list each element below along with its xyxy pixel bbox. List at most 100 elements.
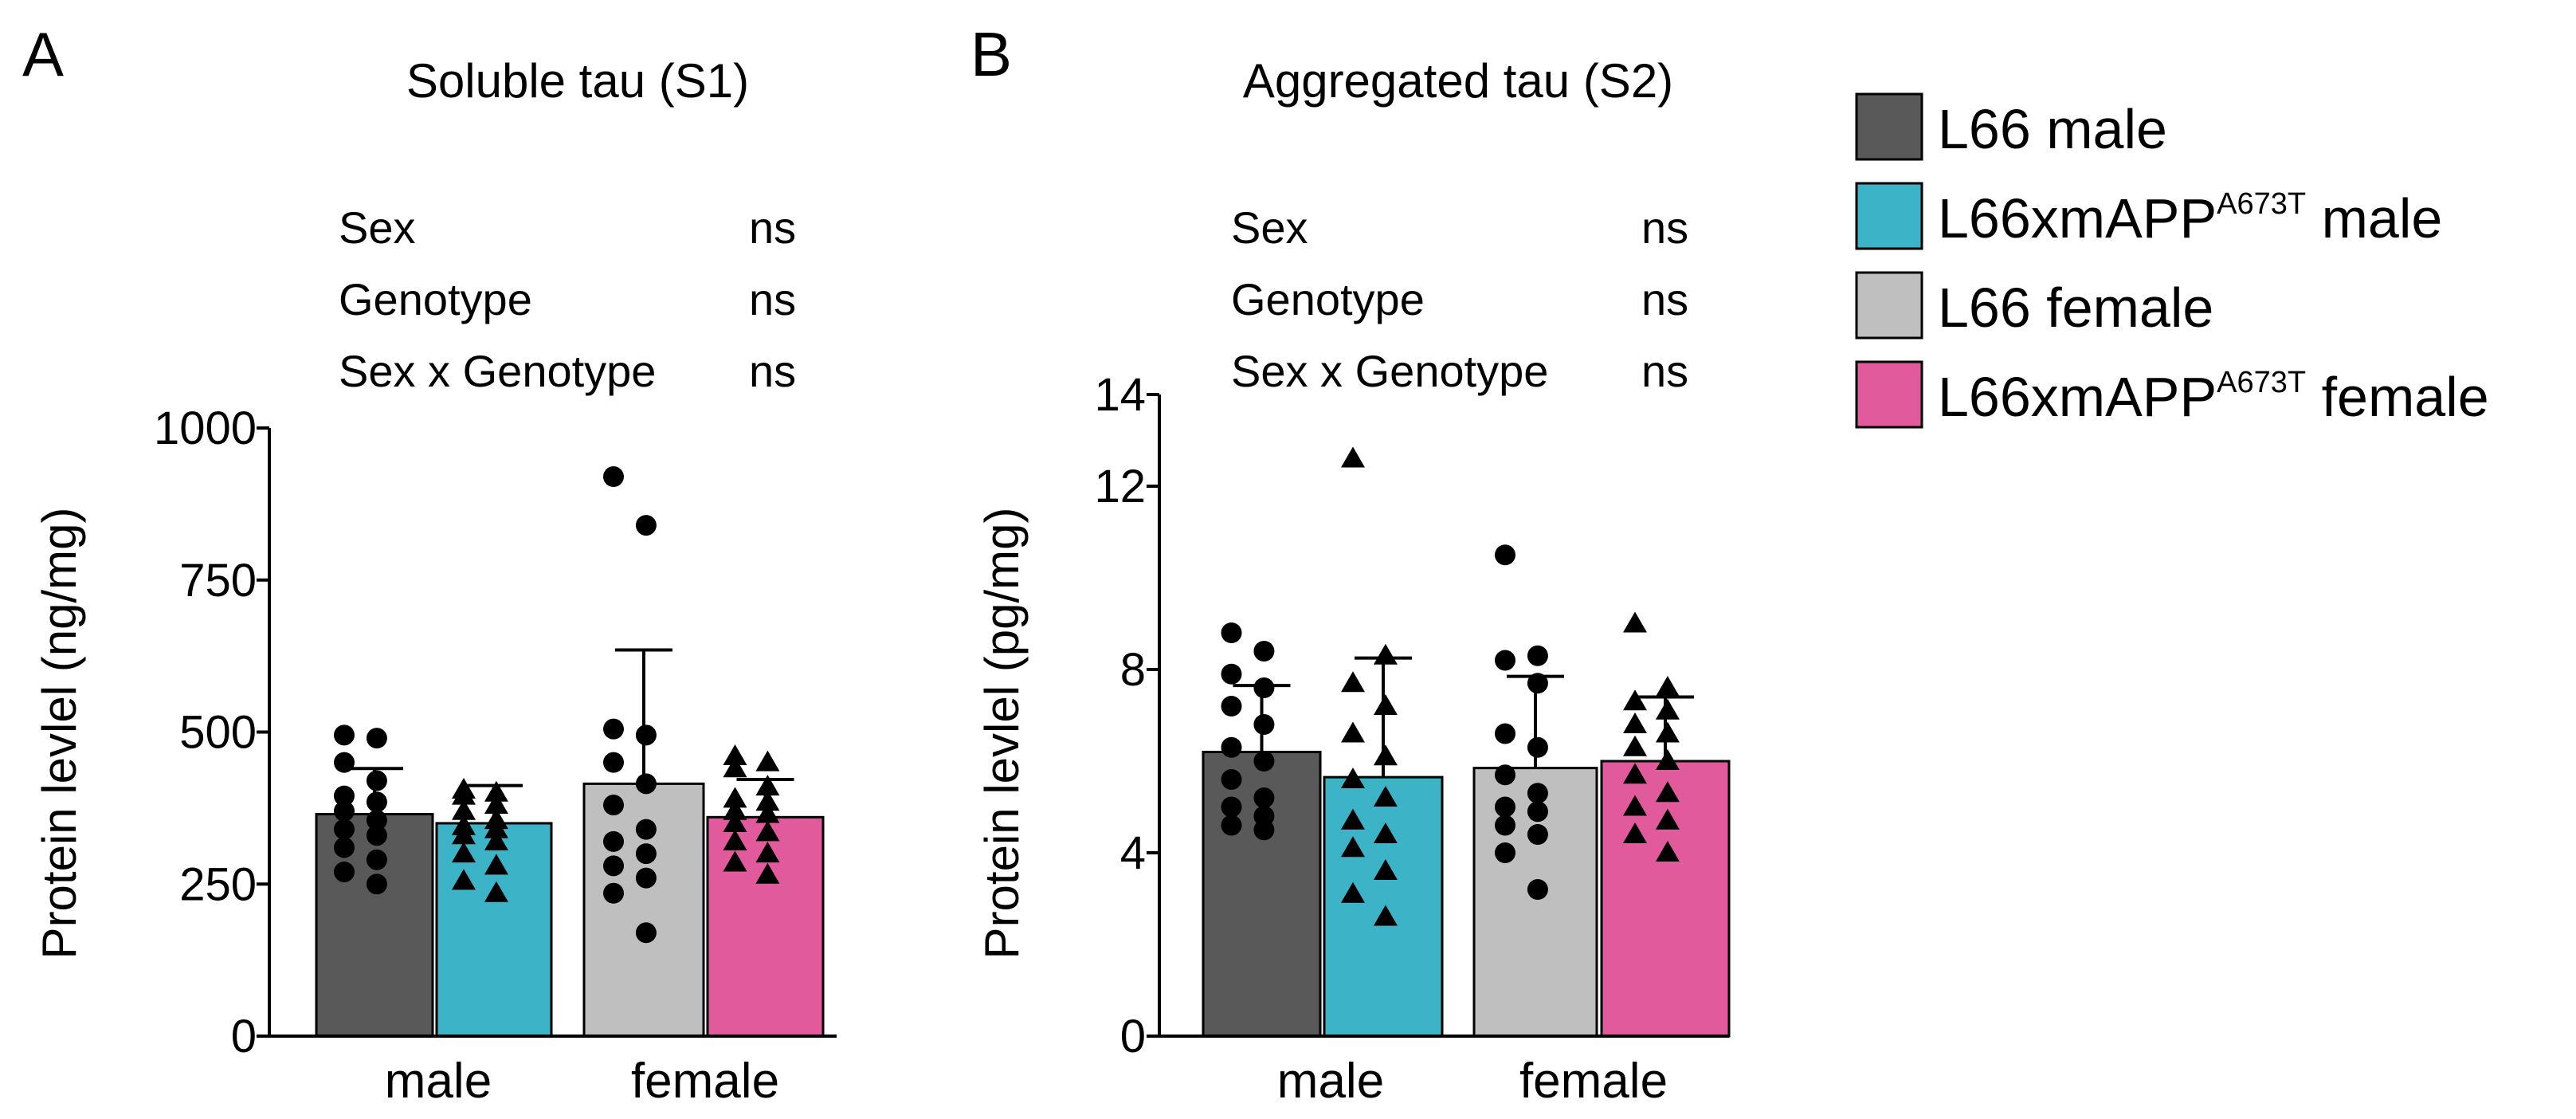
- data-point: [366, 791, 387, 813]
- legend: L66 male L66xmAPPA673T male L66 female L…: [1855, 92, 2489, 429]
- data-point: [1495, 650, 1515, 671]
- data-point: [484, 780, 508, 802]
- legend-label: L66 female: [1938, 277, 2213, 339]
- data-point: [1623, 713, 1647, 733]
- data-point: [452, 783, 476, 805]
- data-point: [1253, 787, 1275, 808]
- legend-label: L66xmAPPA673T female: [1938, 366, 2489, 428]
- data-point: [452, 799, 476, 820]
- legend-swatch: [1855, 92, 1923, 161]
- data-point: [1527, 736, 1548, 758]
- stat-result: ns: [1641, 346, 1688, 396]
- stat-result: ns: [1641, 274, 1688, 324]
- data-point: [1221, 736, 1242, 758]
- data-point: [334, 800, 355, 822]
- data-point: [635, 724, 657, 746]
- data-point: [1373, 859, 1398, 880]
- y-tick-label: 8: [1120, 644, 1146, 696]
- data-point: [1341, 881, 1365, 903]
- panel-letter: A: [22, 19, 64, 89]
- y-tick-label: 12: [1094, 461, 1146, 512]
- y-tick-label: 500: [179, 707, 257, 759]
- data-point: [603, 830, 624, 852]
- data-point: [1253, 819, 1275, 841]
- data-point: [334, 837, 355, 858]
- data-point: [334, 752, 355, 773]
- data-point: [1655, 721, 1680, 743]
- data-point: [1527, 673, 1548, 694]
- legend-item: L66xmAPPA673T female: [1855, 360, 2489, 429]
- data-point: [603, 718, 624, 740]
- data-point: [484, 881, 508, 902]
- data-point: [1341, 671, 1365, 693]
- data-point: [1655, 749, 1680, 770]
- data-point: [1527, 879, 1548, 900]
- data-point: [723, 829, 747, 850]
- data-point: [1373, 643, 1398, 665]
- data-point: [1341, 836, 1365, 858]
- legend-item: L66 female: [1855, 271, 2213, 340]
- data-point: [366, 849, 387, 870]
- y-tick-label: 14: [1094, 369, 1146, 421]
- data-point: [635, 922, 657, 944]
- y-tick-label: 250: [179, 858, 257, 910]
- data-point: [1221, 663, 1242, 685]
- legend-label: L66xmAPPA673T male: [1938, 187, 2442, 249]
- data-point: [1495, 544, 1515, 566]
- y-tick-label: 1000: [154, 402, 257, 454]
- data-point: [366, 825, 387, 846]
- data-point: [1527, 783, 1548, 804]
- data-point: [1253, 751, 1275, 772]
- data-point: [1221, 696, 1242, 717]
- data-point: [484, 817, 508, 838]
- data-point: [484, 793, 508, 815]
- data-point: [452, 823, 476, 845]
- stats-table: Sex ns Genotype ns Sex x Genotype ns: [339, 202, 796, 396]
- plot-area-a: 0 250 500 750 1000: [154, 402, 837, 1062]
- stat-term: Sex x Genotype: [339, 346, 656, 396]
- data-point: [723, 756, 747, 778]
- data-point: [635, 515, 657, 536]
- bar: [435, 822, 553, 1038]
- legend-item: L66xmAPPA673T male: [1855, 182, 2442, 250]
- data-point: [1221, 769, 1242, 790]
- data-point: [1495, 764, 1515, 786]
- stat-term: Genotype: [339, 274, 532, 324]
- stat-result: ns: [1641, 202, 1688, 253]
- data-point: [1495, 796, 1515, 818]
- data-point: [366, 728, 387, 749]
- data-point: [1495, 815, 1515, 836]
- y-tick-label: 750: [179, 555, 257, 607]
- stat-result: ns: [749, 346, 796, 396]
- data-point: [1373, 823, 1398, 843]
- panel-title: Soluble tau (S1): [406, 54, 749, 108]
- stat-term: Genotype: [1231, 274, 1425, 324]
- data-point: [1527, 824, 1548, 845]
- data-point: [484, 829, 508, 850]
- data-point: [603, 855, 624, 877]
- data-point: [1623, 795, 1647, 816]
- data-point: [334, 785, 355, 807]
- data-point: [1495, 842, 1515, 863]
- data-point: [635, 819, 657, 840]
- data-point: [1623, 823, 1647, 843]
- data-point: [366, 770, 387, 791]
- data-point: [723, 850, 747, 872]
- stat-term: Sex x Genotype: [1231, 346, 1548, 396]
- data-point: [1373, 786, 1398, 807]
- data-point: [484, 854, 508, 875]
- data-point: [603, 795, 624, 816]
- data-point: [1655, 676, 1680, 697]
- data-point: [635, 867, 657, 889]
- data-point: [723, 811, 747, 832]
- data-point: [755, 802, 780, 823]
- data-point: [1655, 698, 1680, 720]
- panel-title: Aggregated tau (S2): [1243, 54, 1673, 108]
- data-point: [1221, 815, 1242, 836]
- data-point: [723, 799, 747, 820]
- legend-label: L66 male: [1938, 98, 2167, 160]
- bar: [1600, 760, 1731, 1038]
- legend-item: L66 male: [1855, 92, 2167, 161]
- legend-swatch: [1855, 360, 1923, 429]
